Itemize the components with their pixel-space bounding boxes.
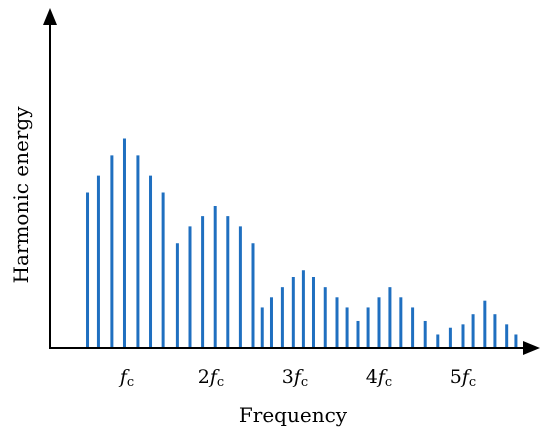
y-axis-title: Harmonic energy: [9, 106, 33, 284]
x-tick-label: 5fc: [450, 366, 476, 390]
x-axis-arrowhead: [523, 341, 540, 355]
x-axis-title: Frequency: [239, 403, 348, 427]
x-tick-label: fc: [118, 366, 134, 390]
y-axis-arrowhead: [43, 8, 57, 25]
x-tick-label: 4fc: [366, 366, 392, 390]
x-tick-labels: fc 2fc 3fc 4fc 5fc: [118, 366, 476, 390]
bars-group: [86, 138, 518, 348]
x-tick-label: 3fc: [282, 366, 308, 390]
x-tick-label: 2fc: [198, 366, 224, 390]
